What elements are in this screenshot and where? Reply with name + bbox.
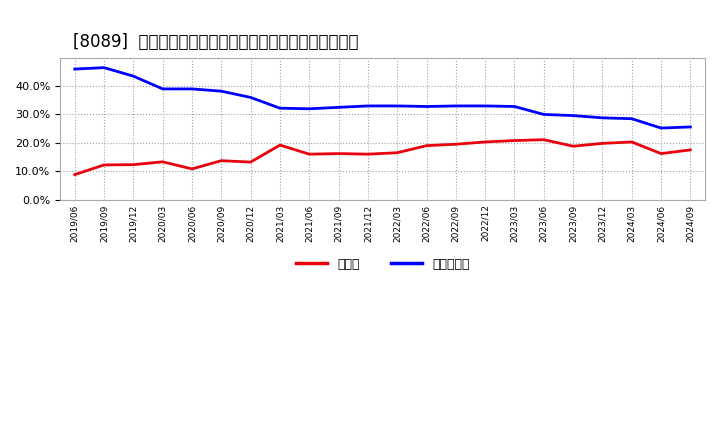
Text: [8089]  現預金、有利子負債の総資産に対する比率の推移: [8089] 現預金、有利子負債の総資産に対する比率の推移 (73, 33, 359, 51)
Legend: 現預金, 有利子負債: 現預金, 有利子負債 (291, 253, 474, 275)
